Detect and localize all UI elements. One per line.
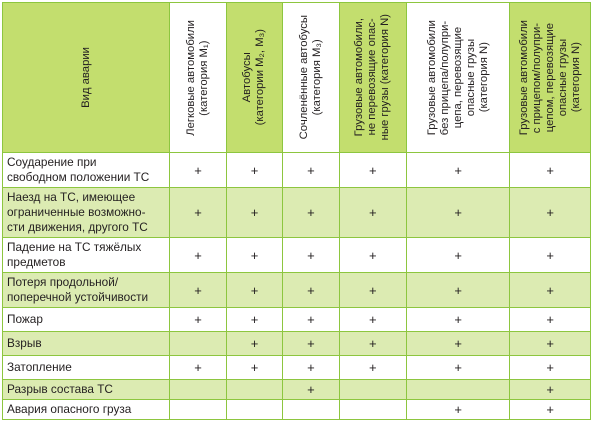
header-trucks-dangerous-trailer: Грузовые автомобили с прицепом/полупри- … bbox=[509, 2, 591, 153]
table-row: Падение на ТС тяжёлых предметов + + + + … bbox=[1, 237, 591, 273]
mark-cell bbox=[169, 331, 227, 356]
header-articulated-buses: Сочленённые автобусы (категория M₃) bbox=[282, 2, 340, 153]
mark-cell: + bbox=[406, 399, 511, 420]
mark-cell: + bbox=[282, 152, 340, 188]
mark-cell: + bbox=[406, 331, 511, 356]
table-row: Разрыв состава ТС + + bbox=[1, 379, 591, 400]
table-row: Взрыв + + + + + bbox=[1, 331, 591, 356]
mark-cell bbox=[169, 379, 227, 400]
mark-cell: + bbox=[509, 187, 591, 238]
mark-cell: + bbox=[509, 399, 591, 420]
mark-cell bbox=[225, 399, 284, 420]
row-label: Падение на ТС тяжёлых предметов bbox=[1, 237, 171, 273]
mark-cell: + bbox=[338, 152, 408, 188]
mark-cell bbox=[338, 399, 408, 420]
mark-cell: + bbox=[338, 237, 408, 273]
header-accident-type: Вид аварии bbox=[1, 2, 171, 153]
mark-cell: + bbox=[225, 272, 284, 308]
accident-types-table: Вид аварии Легковые автомобили (категори… bbox=[1, 2, 591, 420]
mark-cell: + bbox=[225, 355, 284, 380]
mark-cell: + bbox=[509, 379, 591, 400]
mark-cell: + bbox=[225, 237, 284, 273]
mark-cell: + bbox=[282, 307, 340, 332]
row-label: Авария опасного груза bbox=[1, 399, 171, 420]
mark-cell: + bbox=[509, 331, 591, 356]
header-trucks-non-dangerous: Грузовые автомобили, не перевозящие опас… bbox=[338, 2, 408, 153]
mark-cell: + bbox=[406, 152, 511, 188]
row-label: Соударение при свободном положении ТС bbox=[1, 152, 171, 188]
mark-cell: + bbox=[169, 355, 227, 380]
mark-cell: + bbox=[338, 307, 408, 332]
row-label: Взрыв bbox=[1, 331, 171, 356]
mark-cell: + bbox=[406, 237, 511, 273]
mark-cell: + bbox=[225, 307, 284, 332]
mark-cell: + bbox=[509, 237, 591, 273]
mark-cell: + bbox=[338, 272, 408, 308]
mark-cell: + bbox=[509, 355, 591, 380]
table-row: Наезд на ТС, имеющее ограниченные возмож… bbox=[1, 187, 591, 238]
mark-cell: + bbox=[338, 355, 408, 380]
table-row: Соударение при свободном положении ТС + … bbox=[1, 152, 591, 188]
table-row: Пожар + + + + + + bbox=[1, 307, 591, 332]
mark-cell: + bbox=[225, 331, 284, 356]
mark-cell bbox=[169, 399, 227, 420]
mark-cell bbox=[406, 379, 511, 400]
mark-cell: + bbox=[509, 152, 591, 188]
header-trucks-dangerous-no-trailer: Грузовые автомобили без прицепа/полупри-… bbox=[406, 2, 511, 153]
mark-cell: + bbox=[338, 331, 408, 356]
mark-cell: + bbox=[282, 355, 340, 380]
header-row: Вид аварии Легковые автомобили (категори… bbox=[1, 2, 591, 153]
row-label: Затопление bbox=[1, 355, 171, 380]
mark-cell: + bbox=[169, 187, 227, 238]
mark-cell bbox=[225, 379, 284, 400]
mark-cell: + bbox=[406, 307, 511, 332]
table-row: Авария опасного груза + + bbox=[1, 399, 591, 420]
header-passenger-cars: Легковые автомобили (категория M₁) bbox=[169, 2, 227, 153]
mark-cell: + bbox=[225, 187, 284, 238]
mark-cell: + bbox=[282, 187, 340, 238]
mark-cell: + bbox=[509, 272, 591, 308]
table-row: Потеря продольной/ поперечной устойчивос… bbox=[1, 272, 591, 308]
mark-cell: + bbox=[282, 331, 340, 356]
mark-cell: + bbox=[338, 187, 408, 238]
mark-cell: + bbox=[169, 237, 227, 273]
table-row: Затопление + + + + + + bbox=[1, 355, 591, 380]
mark-cell: + bbox=[169, 307, 227, 332]
mark-cell: + bbox=[282, 379, 340, 400]
mark-cell: + bbox=[169, 152, 227, 188]
mark-cell: + bbox=[406, 272, 511, 308]
mark-cell: + bbox=[282, 272, 340, 308]
row-label: Потеря продольной/ поперечной устойчивос… bbox=[1, 272, 171, 308]
mark-cell: + bbox=[282, 237, 340, 273]
mark-cell bbox=[338, 379, 408, 400]
mark-cell bbox=[282, 399, 340, 420]
mark-cell: + bbox=[406, 355, 511, 380]
mark-cell: + bbox=[509, 307, 591, 332]
mark-cell: + bbox=[169, 272, 227, 308]
header-buses: Автобусы (категории M₂, M₃) bbox=[225, 2, 284, 153]
mark-cell: + bbox=[225, 152, 284, 188]
mark-cell: + bbox=[406, 187, 511, 238]
row-label: Разрыв состава ТС bbox=[1, 379, 171, 400]
row-label: Пожар bbox=[1, 307, 171, 332]
row-label: Наезд на ТС, имеющее ограниченные возмож… bbox=[1, 187, 171, 238]
